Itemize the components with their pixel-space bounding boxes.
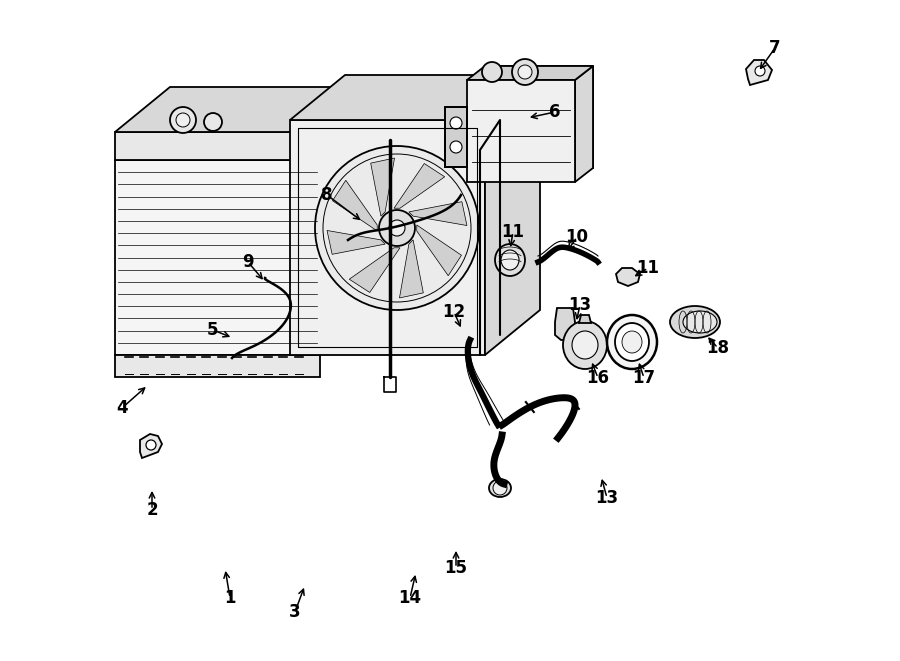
Ellipse shape	[489, 479, 511, 497]
Text: 14: 14	[399, 589, 421, 607]
Ellipse shape	[495, 244, 525, 276]
Circle shape	[379, 210, 415, 246]
Text: 8: 8	[321, 186, 333, 204]
Ellipse shape	[615, 323, 649, 361]
Text: 11: 11	[636, 259, 660, 277]
Polygon shape	[485, 66, 593, 168]
Ellipse shape	[670, 306, 720, 338]
Ellipse shape	[622, 331, 642, 353]
Text: 7: 7	[770, 39, 781, 57]
Polygon shape	[115, 87, 375, 132]
Circle shape	[493, 481, 507, 495]
Text: 9: 9	[242, 253, 254, 271]
Text: 13: 13	[596, 489, 618, 507]
Polygon shape	[320, 87, 375, 160]
Polygon shape	[349, 248, 400, 292]
Circle shape	[170, 107, 196, 133]
Polygon shape	[290, 120, 485, 355]
Text: 5: 5	[207, 321, 219, 339]
Polygon shape	[409, 202, 467, 225]
Ellipse shape	[563, 321, 607, 369]
Ellipse shape	[683, 311, 717, 333]
Circle shape	[450, 141, 462, 153]
Text: 6: 6	[549, 103, 561, 121]
Circle shape	[176, 113, 190, 127]
Polygon shape	[445, 107, 467, 167]
Polygon shape	[332, 180, 377, 231]
Circle shape	[315, 146, 479, 310]
Text: 15: 15	[445, 559, 467, 577]
Circle shape	[518, 65, 532, 79]
Ellipse shape	[572, 331, 598, 359]
Circle shape	[755, 66, 765, 76]
Text: 18: 18	[706, 339, 730, 357]
Polygon shape	[417, 225, 462, 276]
Polygon shape	[746, 60, 772, 85]
Polygon shape	[115, 115, 375, 160]
Polygon shape	[115, 132, 320, 160]
Circle shape	[146, 440, 156, 450]
Polygon shape	[320, 115, 375, 355]
Polygon shape	[140, 434, 162, 458]
Text: 12: 12	[443, 303, 465, 321]
Circle shape	[512, 59, 538, 85]
Text: 13: 13	[569, 296, 591, 314]
Ellipse shape	[501, 250, 519, 270]
Circle shape	[482, 62, 502, 82]
Polygon shape	[400, 240, 423, 298]
Ellipse shape	[607, 315, 657, 369]
Polygon shape	[575, 66, 593, 182]
Polygon shape	[579, 315, 591, 323]
Text: 10: 10	[565, 228, 589, 246]
Text: 17: 17	[633, 369, 655, 387]
Text: 11: 11	[501, 223, 525, 241]
Polygon shape	[394, 163, 445, 208]
Polygon shape	[327, 231, 385, 254]
Polygon shape	[371, 158, 394, 216]
Polygon shape	[115, 160, 320, 355]
Polygon shape	[290, 75, 540, 120]
Circle shape	[450, 117, 462, 129]
Text: 2: 2	[146, 501, 158, 519]
Polygon shape	[555, 308, 575, 340]
Polygon shape	[485, 75, 540, 355]
Text: 3: 3	[289, 603, 301, 621]
Text: 4: 4	[116, 399, 128, 417]
Circle shape	[389, 220, 405, 236]
Polygon shape	[467, 66, 593, 80]
Text: 16: 16	[587, 369, 609, 387]
Polygon shape	[616, 268, 640, 286]
Polygon shape	[115, 355, 320, 377]
Polygon shape	[467, 80, 575, 182]
Circle shape	[204, 113, 222, 131]
Text: 1: 1	[224, 589, 236, 607]
